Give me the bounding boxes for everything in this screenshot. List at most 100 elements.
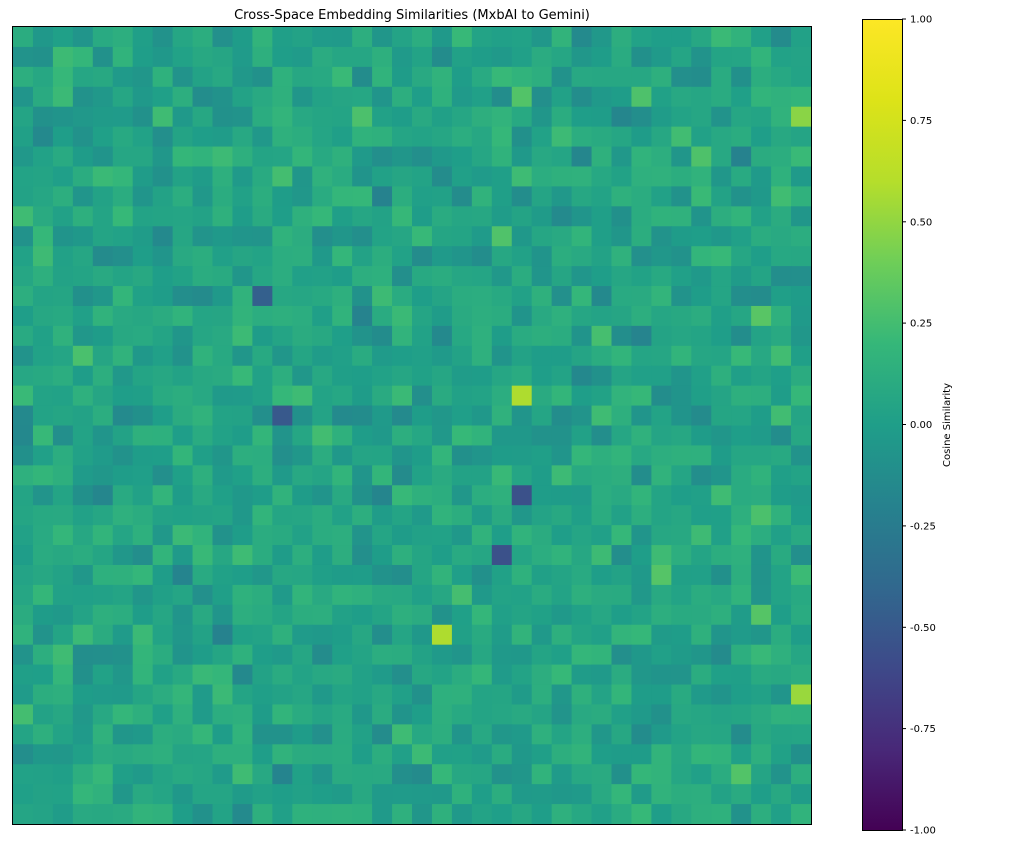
heatmap-cell xyxy=(531,365,553,387)
heatmap-cell xyxy=(112,604,134,626)
heatmap-cell xyxy=(152,325,174,347)
heatmap-cell xyxy=(571,226,593,247)
heatmap-cell xyxy=(392,206,413,227)
heatmap-cell xyxy=(292,345,313,367)
heatmap-cell xyxy=(412,146,433,168)
heatmap-cell xyxy=(731,744,752,765)
heatmap-cell xyxy=(172,345,194,367)
heatmap-cell xyxy=(372,385,393,407)
heatmap-cell xyxy=(671,166,692,187)
heatmap-cell xyxy=(92,425,114,447)
heatmap-cell xyxy=(651,425,672,447)
heatmap-cell xyxy=(551,66,573,88)
heatmap-cell xyxy=(272,465,293,486)
heatmap-cell xyxy=(252,166,273,187)
heatmap-cell xyxy=(631,664,652,686)
heatmap-cell xyxy=(352,664,373,686)
heatmap-cell xyxy=(571,365,593,387)
heatmap-cell xyxy=(711,126,732,148)
heatmap-cell xyxy=(412,724,433,745)
heatmap-cell xyxy=(611,146,633,168)
heatmap-cell xyxy=(52,126,74,148)
heatmap-cell xyxy=(232,27,253,48)
heatmap-cell xyxy=(791,405,812,427)
heatmap-cell xyxy=(511,405,533,427)
heatmap-cell xyxy=(212,385,234,407)
heatmap-cell xyxy=(52,385,74,407)
heatmap-cell xyxy=(292,186,313,207)
heatmap-cell xyxy=(651,305,672,327)
heatmap-cell xyxy=(392,584,413,606)
heatmap-cell xyxy=(252,405,273,427)
heatmap-cell xyxy=(751,66,772,88)
heatmap-cell xyxy=(412,525,433,546)
heatmap-cell xyxy=(491,46,513,68)
heatmap-cell xyxy=(791,784,812,805)
heatmap-cell xyxy=(112,246,134,267)
heatmap-cell xyxy=(491,584,513,606)
heatmap-cell xyxy=(711,266,732,287)
heatmap-cell xyxy=(332,485,353,506)
heatmap-cell xyxy=(32,345,54,367)
heatmap-cells xyxy=(13,27,812,825)
heatmap-cell xyxy=(751,325,772,347)
heatmap-cell xyxy=(372,744,393,765)
heatmap-cell xyxy=(412,644,433,666)
heatmap-cell xyxy=(451,226,473,247)
heatmap-cell xyxy=(252,684,273,706)
heatmap-cell xyxy=(332,564,353,586)
heatmap-cell xyxy=(372,505,393,526)
heatmap-cell xyxy=(312,166,333,187)
heatmap-cell xyxy=(511,564,533,586)
heatmap-cell xyxy=(332,624,353,646)
heatmap-cell xyxy=(491,704,513,725)
heatmap-cell xyxy=(611,445,633,466)
heatmap-cell xyxy=(212,246,234,267)
heatmap-cell xyxy=(392,146,413,168)
heatmap-cell xyxy=(252,146,273,168)
heatmap-cell xyxy=(312,744,333,765)
heatmap-cell xyxy=(412,485,433,506)
heatmap-cell xyxy=(691,624,712,646)
heatmap-cell xyxy=(72,525,94,546)
heatmap-cell xyxy=(631,305,652,327)
heatmap-cell xyxy=(751,266,772,287)
heatmap-cell xyxy=(431,545,453,566)
heatmap-cell xyxy=(392,246,413,267)
heatmap-cell xyxy=(132,704,154,725)
heatmap-cell xyxy=(651,385,672,407)
heatmap-cell xyxy=(751,445,772,466)
heatmap-cell xyxy=(751,365,772,387)
heatmap-cell xyxy=(152,385,174,407)
heatmap-cell xyxy=(611,365,633,387)
heatmap-cell xyxy=(132,146,154,168)
heatmap-cell xyxy=(751,385,772,407)
heatmap-cell xyxy=(212,206,234,227)
heatmap-cell xyxy=(451,286,473,307)
heatmap-cell xyxy=(412,545,433,566)
heatmap-cell xyxy=(511,545,533,566)
heatmap-cell xyxy=(591,764,613,785)
heatmap-cell xyxy=(272,445,293,466)
heatmap-cell xyxy=(352,704,373,725)
heatmap-cell xyxy=(72,584,94,606)
heatmap-cell xyxy=(132,206,154,227)
heatmap-cell xyxy=(611,385,633,407)
heatmap-cell xyxy=(412,445,433,466)
heatmap-cell xyxy=(112,744,134,765)
heatmap-cell xyxy=(731,604,752,626)
heatmap-cell xyxy=(571,206,593,227)
heatmap-cell xyxy=(232,624,253,646)
heatmap-cell xyxy=(372,604,393,626)
heatmap-cell xyxy=(152,545,174,566)
heatmap-cell xyxy=(52,226,74,247)
heatmap-cell xyxy=(571,624,593,646)
heatmap-cell xyxy=(172,584,194,606)
heatmap-cell xyxy=(212,405,234,427)
heatmap-cell xyxy=(252,704,273,725)
heatmap-cell xyxy=(591,724,613,745)
heatmap-cell xyxy=(651,564,672,586)
heatmap-cell xyxy=(611,644,633,666)
heatmap-cell xyxy=(212,226,234,247)
heatmap-cell xyxy=(511,764,533,785)
